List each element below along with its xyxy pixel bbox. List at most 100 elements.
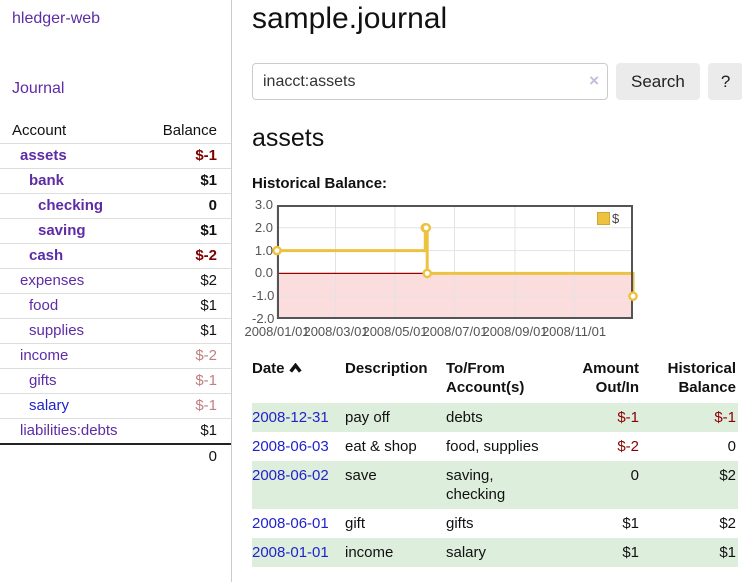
accounts-panel: Account Balance assets $-1 bank $1 checking 0… — [0, 118, 231, 468]
transaction-date-link[interactable]: 2008-06-03 — [252, 438, 329, 455]
account-balance: $-1 — [195, 147, 217, 164]
accounts-col-account: Account — [12, 122, 67, 139]
search-input[interactable] — [252, 63, 608, 100]
transaction-date-link[interactable]: 2008-12-31 — [252, 409, 329, 426]
accounts-total-row: 0 — [0, 443, 231, 468]
accounts-header: Account Balance — [0, 118, 231, 143]
cell-accounts: saving, checking — [446, 461, 553, 509]
cell-amount: $-2 — [617, 438, 639, 455]
account-balance: $-2 — [195, 347, 217, 364]
nav-journal-link[interactable]: Journal — [12, 80, 65, 97]
account-link[interactable]: saving — [38, 222, 86, 239]
help-button[interactable]: ? — [707, 63, 742, 100]
legend-label: $ — [612, 211, 620, 226]
account-balance: $1 — [200, 222, 217, 239]
col-header-accounts: To/From Account(s) — [446, 360, 525, 396]
col-header-balance: Historical Balance — [667, 360, 736, 396]
cell-date: 2008-06-02 — [252, 461, 345, 509]
data-point-marker — [272, 245, 282, 256]
account-link[interactable]: cash — [29, 247, 64, 264]
cell-balance: $2 — [641, 461, 738, 509]
account-row: cash $-2 — [0, 243, 231, 268]
page-title: sample.journal — [252, 2, 448, 35]
account-link[interactable]: supplies — [29, 322, 85, 339]
account-link[interactable]: bank — [29, 172, 65, 189]
account-row: supplies $1 — [0, 318, 231, 343]
cell-accounts: gifts — [446, 515, 474, 532]
cell-balance: $2 — [719, 515, 736, 532]
cell-description: eat & shop — [345, 438, 417, 455]
account-balance: 0 — [208, 197, 217, 214]
register-row: 2008-06-03 eat & shop food, supplies $-2 0 — [252, 432, 738, 461]
cell-date: 2008-01-01 — [252, 538, 345, 567]
cell-balance: 0 — [727, 438, 736, 455]
account-link[interactable]: food — [29, 297, 59, 314]
account-balance: $1 — [200, 322, 217, 339]
legend-swatch-icon — [597, 212, 610, 225]
sidebar-nav: Journal — [0, 80, 231, 98]
y-tick-label: 1.0 — [254, 243, 273, 258]
account-link[interactable]: salary — [29, 397, 70, 414]
col-header-amount: Amount Out/In — [582, 360, 639, 396]
account-balance: $-1 — [195, 397, 217, 414]
account-link[interactable]: liabilities:debts — [20, 422, 118, 439]
cell-description: pay off — [345, 403, 446, 432]
y-tick-label: -1.0 — [252, 288, 275, 303]
cell-amount: $1 — [553, 538, 641, 567]
transaction-date-link[interactable]: 2008-06-01 — [252, 515, 329, 532]
data-point-marker — [422, 268, 432, 279]
account-row: liabilities:debts $1 — [0, 418, 231, 443]
register-row: 2008-01-01 income salary $1 $1 — [252, 538, 738, 567]
account-row: saving $1 — [0, 218, 231, 243]
balance-chart: 3.0 2.0 1.0 0.0 -1.0 -2.0 2008/01/01 2008/03/0… — [244, 198, 692, 345]
x-tick-label: 2008/03/01 — [303, 324, 369, 339]
account-row: food $1 — [0, 293, 231, 318]
cell-accounts: debts — [446, 403, 553, 432]
account-link[interactable]: income — [20, 347, 69, 364]
cell-amount: 0 — [553, 461, 641, 509]
register-header-row: Date Description To/From Account(s) Amou… — [252, 357, 738, 403]
data-point-marker — [421, 222, 431, 233]
cell-accounts: salary — [446, 538, 553, 567]
cell-balance: $-1 — [641, 403, 738, 432]
account-row: income $-2 — [0, 343, 231, 368]
chart-canvas — [272, 205, 638, 319]
account-balance: $-1 — [195, 372, 217, 389]
x-tick-label: 2008/05/01 — [362, 324, 428, 339]
y-tick-label: 2.0 — [254, 220, 273, 235]
account-balance: $1 — [200, 422, 217, 439]
transaction-date-link[interactable]: 2008-01-01 — [252, 544, 329, 561]
account-link[interactable]: checking — [38, 197, 104, 214]
x-tick-label: 2008/11/01 — [541, 324, 607, 339]
x-tick-label: 2008/07/01 — [422, 324, 488, 339]
sort-ascending-icon — [288, 359, 302, 378]
clear-search-icon[interactable]: × — [589, 71, 599, 90]
cell-date: 2008-06-01 — [252, 509, 345, 538]
cell-date: 2008-06-03 — [252, 432, 345, 461]
account-link[interactable]: assets — [20, 147, 67, 164]
register-row: 2008-06-02 save saving, checking 0 $2 — [252, 461, 738, 509]
register-table: Date Description To/From Account(s) Amou… — [252, 357, 738, 567]
search-form: × Search ? — [252, 63, 742, 100]
account-row: salary $-1 — [0, 393, 231, 418]
search-box: × — [252, 63, 608, 100]
transaction-date-link[interactable]: 2008-06-02 — [252, 467, 329, 484]
cell-amount: $1 — [622, 515, 639, 532]
account-row: gifts $-1 — [0, 368, 231, 393]
account-row: checking 0 — [0, 193, 231, 218]
col-header-date[interactable]: Date — [252, 357, 345, 403]
accounts-list: assets $-1 bank $1 checking 0 saving $1 cash $-2 e… — [0, 143, 231, 443]
sidebar: hledger-web Journal Account Balance asse… — [0, 0, 232, 582]
cell-amount: $-1 — [553, 403, 641, 432]
x-tick-label: 2008/09/01 — [482, 324, 548, 339]
accounts-col-balance: Balance — [162, 122, 217, 139]
search-button[interactable]: Search — [616, 63, 700, 100]
app-title-link[interactable]: hledger-web — [12, 10, 101, 27]
account-heading: assets — [252, 124, 325, 152]
cell-description: save — [345, 461, 446, 509]
y-tick-label: -2.0 — [252, 311, 275, 326]
account-balance: $-2 — [195, 247, 217, 264]
account-link[interactable]: gifts — [29, 372, 57, 389]
account-link[interactable]: expenses — [20, 272, 85, 289]
y-tick-label: 3.0 — [254, 197, 273, 212]
